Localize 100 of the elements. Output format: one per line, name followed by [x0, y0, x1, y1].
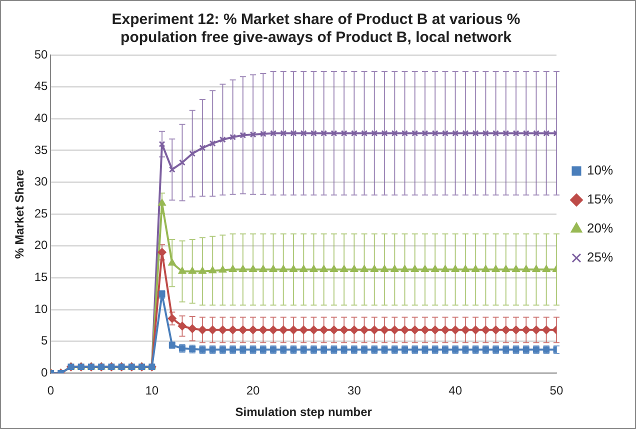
point: [269, 326, 278, 334]
point: [410, 326, 420, 334]
point: [289, 326, 298, 334]
point: [543, 130, 550, 136]
point: [370, 265, 378, 272]
legend-label: 10%: [586, 162, 614, 178]
y-tick-label: 10: [34, 302, 48, 316]
point: [208, 326, 217, 334]
point: [512, 130, 520, 136]
point: [218, 326, 227, 334]
legend-label: 15%: [586, 192, 614, 207]
point: [250, 131, 256, 138]
y-tick-label: 50: [34, 47, 48, 62]
point: [248, 326, 258, 334]
point: [230, 134, 236, 140]
point: [188, 267, 196, 274]
point: [411, 265, 419, 272]
point: [391, 130, 398, 136]
point: [320, 326, 328, 334]
y-tick-label: 15: [34, 270, 48, 284]
point: [360, 265, 368, 272]
point: [168, 166, 176, 173]
point: [168, 314, 176, 323]
point: [380, 326, 389, 334]
point: [279, 326, 288, 334]
point: [492, 326, 500, 334]
x-tick-label: 40: [448, 384, 462, 398]
y-axis-title: % Market Share: [12, 169, 27, 259]
point: [512, 326, 520, 334]
point: [330, 130, 338, 136]
point: [239, 265, 247, 272]
point: [482, 130, 489, 136]
point: [269, 265, 278, 272]
point: [300, 130, 307, 136]
point: [168, 258, 176, 266]
point: [270, 130, 276, 136]
y-tick-label: 45: [34, 79, 48, 94]
point: [421, 265, 429, 272]
legend-label: 20%: [586, 220, 614, 236]
point: [532, 265, 540, 272]
y-tick-label: 5: [41, 334, 48, 348]
point: [350, 130, 358, 136]
point: [350, 265, 358, 272]
point: [370, 326, 379, 334]
point: [481, 326, 490, 334]
point: [240, 132, 246, 138]
point: [280, 265, 288, 272]
point: [198, 267, 206, 274]
point: [158, 199, 166, 206]
point: [522, 265, 530, 272]
x-tick-label: 10: [145, 384, 159, 398]
point: [198, 326, 207, 334]
point: [178, 322, 186, 330]
point: [390, 265, 398, 272]
point: [451, 326, 460, 334]
point: [472, 130, 479, 136]
point: [402, 130, 408, 136]
point: [361, 130, 368, 136]
point: [380, 265, 388, 272]
point: [461, 326, 470, 334]
y-tick-label: 40: [34, 110, 48, 125]
point: [290, 130, 297, 136]
point: [199, 144, 206, 152]
point: [310, 265, 318, 272]
point: [440, 326, 450, 334]
x-axis-title: Simulation step number: [235, 405, 372, 420]
point: [502, 326, 510, 334]
point: [371, 130, 378, 136]
point: [542, 265, 550, 272]
point: [260, 130, 266, 138]
point: [412, 130, 418, 136]
point: [532, 326, 540, 334]
y-tick-label: 20: [34, 238, 48, 252]
point: [452, 130, 459, 136]
point: [472, 265, 480, 272]
point: [400, 326, 410, 334]
point: [189, 150, 196, 157]
chart-title: Experiment 12: % Market share of Product B at various % population free give-aways of Product B, local network: [112, 11, 520, 46]
point: [158, 248, 166, 257]
point: [300, 265, 308, 272]
point: [492, 265, 500, 272]
point: [228, 326, 238, 334]
legend-label: 25%: [586, 250, 614, 265]
point: [290, 265, 298, 272]
point: [502, 130, 510, 136]
point: [400, 265, 409, 272]
point: [360, 326, 369, 334]
y-tick-label: 25: [34, 206, 48, 220]
point: [229, 265, 237, 272]
point: [340, 130, 348, 136]
point: [280, 130, 287, 136]
point: [492, 130, 500, 136]
point: [188, 324, 197, 333]
point: [452, 265, 460, 272]
point: [258, 326, 268, 334]
point: [420, 326, 430, 334]
point: [462, 130, 469, 136]
point: [340, 326, 348, 334]
point: [179, 159, 186, 166]
point: [330, 326, 338, 334]
